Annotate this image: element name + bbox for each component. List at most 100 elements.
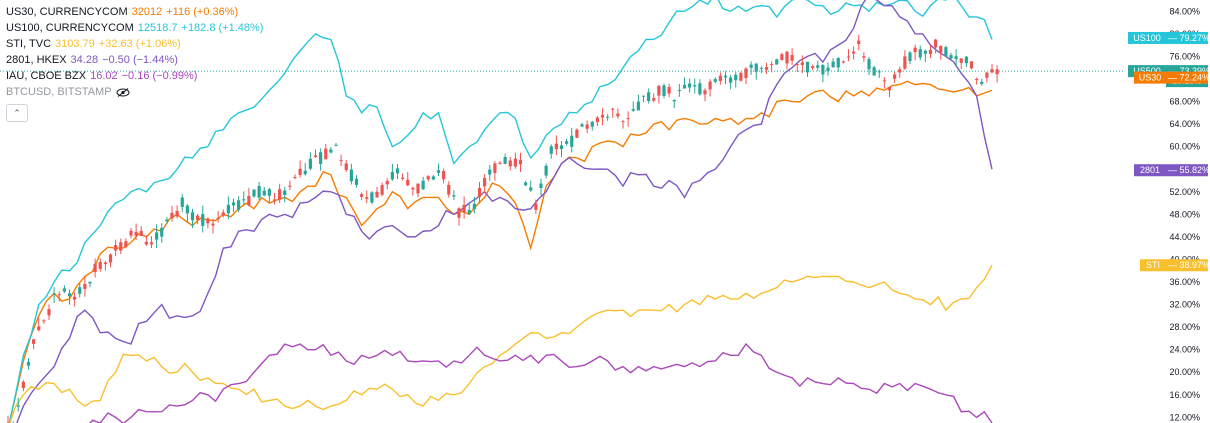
candle xyxy=(103,261,107,271)
candle xyxy=(616,108,620,119)
candle xyxy=(303,162,307,176)
candle xyxy=(262,187,266,197)
candle xyxy=(677,84,681,97)
candle xyxy=(944,45,948,57)
candle xyxy=(949,52,953,60)
candle xyxy=(442,168,446,184)
candle xyxy=(42,319,46,324)
candle xyxy=(247,188,251,207)
candle xyxy=(477,181,482,204)
candle xyxy=(436,163,441,177)
legend-price: 3103.79 xyxy=(55,38,95,50)
candle xyxy=(513,152,517,169)
y-tick-label: 60.00% xyxy=(1169,142,1200,152)
legend: US30, CURRENCYCOM 32012 +116 (+0.36%) US100… xyxy=(6,4,267,100)
candle xyxy=(928,45,933,58)
candle xyxy=(549,144,553,159)
y-tick-label: 28.00% xyxy=(1169,322,1200,332)
legend-symbol: US30, CURRENCYCOM xyxy=(6,6,128,18)
legend-change: +116 (+0.36%) xyxy=(166,6,239,18)
candle xyxy=(267,187,271,203)
candle xyxy=(805,61,810,77)
candle xyxy=(959,58,963,70)
y-tick-label: 20.00% xyxy=(1169,367,1200,377)
candle xyxy=(401,173,405,181)
candle xyxy=(134,223,138,240)
price-tag-name: 2801 xyxy=(1140,165,1160,175)
candle xyxy=(846,49,851,62)
candle xyxy=(626,111,630,127)
candle xyxy=(119,238,123,255)
legend-collapse-button[interactable]: ⌃ xyxy=(6,104,28,122)
legend-change: −0.16 (−0.99%) xyxy=(121,70,198,82)
candle xyxy=(344,159,348,173)
candle xyxy=(882,77,886,89)
candle xyxy=(360,192,364,200)
candle xyxy=(298,160,302,178)
candle xyxy=(334,143,338,147)
candle xyxy=(534,199,538,215)
candle xyxy=(908,51,912,65)
candle xyxy=(278,183,282,204)
series-line-US30 xyxy=(8,80,993,423)
candle xyxy=(395,164,400,180)
candle xyxy=(744,67,748,85)
candle xyxy=(155,224,159,249)
candle xyxy=(308,152,312,171)
legend-price: 16.02 xyxy=(90,70,118,82)
legend-symbol: BTCUSD, BITSTAMP xyxy=(6,86,112,98)
legend-symbol: IAU, CBOE BZX xyxy=(6,70,87,82)
candle xyxy=(114,239,118,257)
y-tick-label: 84.00% xyxy=(1169,6,1200,16)
legend-row[interactable]: US100, CURRENCYCOM 12518.7 +182.8 (+1.48%) xyxy=(6,20,267,36)
legend-change: +182.8 (+1.48%) xyxy=(181,22,264,34)
candle xyxy=(319,148,323,171)
candle xyxy=(862,52,866,62)
candle xyxy=(488,164,492,181)
candle xyxy=(185,204,189,222)
price-tag-value: — 72.24% xyxy=(1168,73,1210,83)
price-tag-name: US500 xyxy=(1133,66,1161,76)
legend-row[interactable]: STI, TVC 3103.79 +32.63 (+1.06%) xyxy=(6,36,267,52)
candle xyxy=(78,283,82,298)
candle xyxy=(503,153,507,165)
eye-off-icon[interactable] xyxy=(116,87,130,97)
y-tick-label: 68.00% xyxy=(1169,97,1200,107)
candle xyxy=(108,253,113,268)
candle xyxy=(852,46,856,60)
candle xyxy=(565,138,569,146)
legend-row[interactable]: IAU, CBOE BZX 16.02 −0.16 (−0.99%) xyxy=(6,68,267,84)
candle xyxy=(180,193,184,212)
candle xyxy=(718,72,722,85)
legend-row[interactable]: 2801, HKEX 34.28 −0.50 (−1.44%) xyxy=(6,52,267,68)
candle xyxy=(518,152,523,173)
candle xyxy=(631,101,635,112)
legend-row[interactable]: US30, CURRENCYCOM 32012 +116 (+0.36%) xyxy=(6,4,267,20)
candle xyxy=(595,116,599,127)
candle xyxy=(939,45,943,60)
candle xyxy=(529,180,533,192)
candle xyxy=(831,58,835,68)
candle xyxy=(21,380,25,392)
candle xyxy=(723,71,728,85)
price-tags: US100— 79.27%US500— 73.39%13:23:54US30— … xyxy=(1128,31,1210,272)
legend-row[interactable]: BTCUSD, BITSTAMP xyxy=(6,84,267,100)
candle xyxy=(216,211,220,223)
candle xyxy=(713,77,717,84)
candle xyxy=(821,64,825,83)
candle xyxy=(841,60,845,64)
candle xyxy=(754,62,758,80)
candle xyxy=(252,189,256,198)
candle xyxy=(688,78,692,93)
candle xyxy=(887,86,892,98)
candle xyxy=(990,64,994,74)
candle xyxy=(272,192,277,205)
candle xyxy=(606,114,610,121)
candle xyxy=(37,317,41,332)
candle xyxy=(790,48,794,66)
candle xyxy=(749,61,753,75)
candle xyxy=(457,207,461,226)
candle xyxy=(349,163,353,185)
candle xyxy=(995,65,999,83)
